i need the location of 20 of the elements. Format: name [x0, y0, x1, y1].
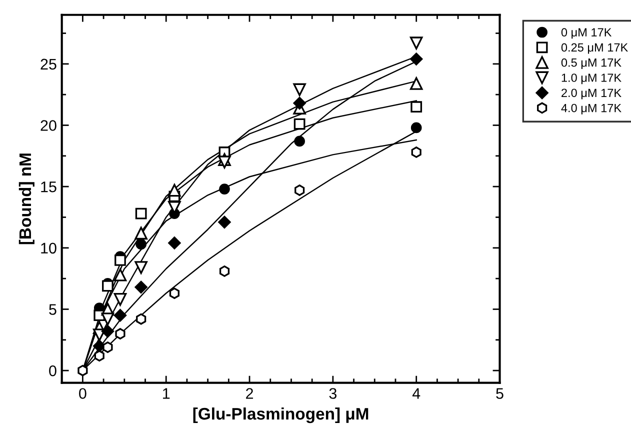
y-tick-label: 0	[49, 365, 56, 376]
legend-label: 0.25 μM 17K	[561, 43, 628, 54]
legend-label: 0 μM 17K	[561, 28, 612, 39]
y-tick-label: 20	[40, 120, 56, 131]
x-tick-label: 0	[79, 388, 86, 399]
x-axis-title: [Glu-Plasminogen] μM	[193, 407, 368, 424]
x-tick-label: 5	[496, 388, 504, 399]
y-tick-label: 25	[40, 58, 56, 70]
y-tick-label: 10	[41, 242, 56, 254]
legend-label: 0.5 μM 17K	[561, 58, 622, 69]
x-tick-label: 3	[329, 388, 337, 399]
legend-label: 4.0 μM 17K	[561, 104, 622, 114]
y-tick-label: 15	[41, 182, 56, 192]
legend-label: 1.0 μM 17K	[562, 74, 622, 84]
y-tick-label: 5	[49, 304, 56, 315]
legend-label: 2.0 μM 17K	[562, 88, 622, 100]
x-tick-label: 4	[412, 388, 420, 399]
x-tick-label: 2	[246, 388, 253, 399]
y-axis-title: [Bound] nM	[18, 154, 34, 244]
x-tick-label: 1	[163, 388, 170, 399]
